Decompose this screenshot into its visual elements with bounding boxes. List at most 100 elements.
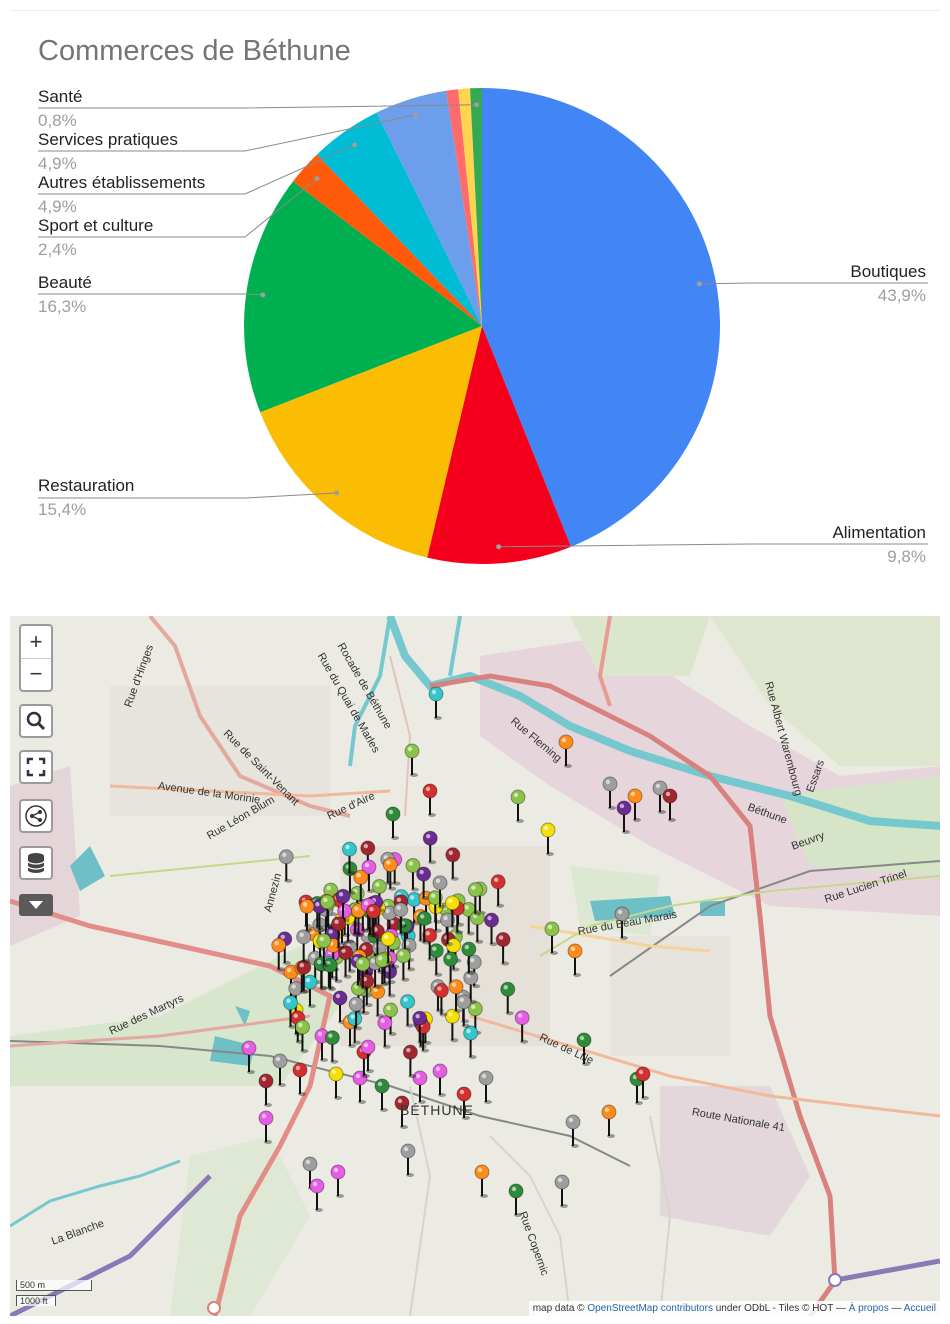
poi-marker[interactable] (662, 788, 678, 822)
poi-marker[interactable] (474, 1164, 490, 1198)
poi-marker[interactable] (416, 866, 432, 901)
poi-marker[interactable] (241, 1040, 257, 1074)
poi-marker[interactable] (463, 1025, 479, 1060)
poi-marker[interactable] (347, 1011, 363, 1045)
poi-marker[interactable] (444, 1008, 460, 1043)
poi-marker[interactable] (484, 912, 500, 947)
poi-marker[interactable] (433, 983, 449, 1017)
poi-marker[interactable] (601, 1104, 617, 1138)
poi-marker[interactable] (422, 783, 438, 817)
poi-marker[interactable] (428, 943, 444, 977)
poi-marker[interactable] (576, 1032, 592, 1066)
poi-marker[interactable] (467, 882, 483, 916)
poi-marker[interactable] (427, 890, 443, 924)
poi-marker[interactable] (461, 941, 477, 976)
poi-marker[interactable] (405, 857, 421, 892)
poi-marker[interactable] (353, 869, 369, 904)
poi-marker[interactable] (404, 743, 420, 777)
poi-marker[interactable] (514, 1010, 530, 1044)
poi-marker[interactable] (374, 952, 390, 987)
fullscreen-button[interactable] (19, 750, 53, 784)
poi-marker[interactable] (348, 996, 364, 1031)
poi-marker[interactable] (554, 1174, 570, 1208)
poi-marker[interactable] (540, 822, 556, 856)
poi-marker[interactable] (500, 981, 516, 1016)
poi-marker[interactable] (299, 898, 315, 933)
poi-marker[interactable] (400, 1143, 416, 1177)
poi-marker[interactable] (445, 847, 461, 881)
poi-marker[interactable] (478, 1070, 494, 1104)
poi-marker[interactable] (616, 800, 632, 834)
poi-marker[interactable] (422, 830, 438, 865)
poi-marker[interactable] (602, 776, 618, 810)
zoom-in-button[interactable]: + (21, 626, 51, 659)
poi-marker[interactable] (385, 806, 401, 840)
poi-marker[interactable] (393, 902, 409, 936)
poi-marker[interactable] (469, 910, 485, 944)
poi-marker[interactable] (324, 1030, 340, 1064)
poi-marker[interactable] (422, 927, 438, 962)
poi-marker[interactable] (328, 1066, 344, 1100)
poi-marker[interactable] (395, 948, 411, 982)
poi-marker[interactable] (402, 1044, 418, 1079)
poi-marker[interactable] (412, 1010, 428, 1045)
poi-marker[interactable] (316, 933, 332, 967)
search-button[interactable] (19, 704, 53, 738)
poi-marker[interactable] (565, 1114, 581, 1148)
poi-marker[interactable] (400, 994, 416, 1028)
poi-marker[interactable] (412, 1070, 428, 1104)
poi-marker[interactable] (440, 912, 456, 946)
poi-marker[interactable] (456, 994, 472, 1028)
poi-marker[interactable] (319, 894, 335, 928)
share-button[interactable] (19, 799, 53, 833)
poi-marker[interactable] (627, 788, 643, 822)
poi-marker[interactable] (383, 1002, 399, 1037)
poi-marker[interactable] (635, 1066, 651, 1100)
poi-marker[interactable] (567, 943, 583, 977)
poi-marker[interactable] (355, 956, 371, 990)
poi-marker[interactable] (432, 875, 448, 909)
osm-link[interactable]: OpenStreetMap contributors (587, 1303, 713, 1314)
poi-marker[interactable] (380, 931, 396, 965)
poi-marker[interactable] (558, 734, 574, 768)
poi-marker[interactable] (448, 979, 464, 1013)
poi-marker[interactable] (292, 1062, 308, 1096)
poi-marker[interactable] (272, 1053, 288, 1087)
poi-marker[interactable] (341, 841, 357, 876)
poi-marker[interactable] (370, 984, 386, 1018)
poi-marker[interactable] (335, 888, 351, 923)
map-view[interactable]: Rue d'Hinges Rocade de Béthune Rue du Qu… (10, 616, 940, 1316)
poi-marker[interactable] (416, 910, 432, 945)
poi-marker[interactable] (330, 1164, 346, 1198)
zoom-out-button[interactable]: − (29, 661, 43, 687)
poi-marker[interactable] (258, 1110, 274, 1144)
poi-marker[interactable] (456, 1086, 472, 1120)
poi-marker[interactable] (495, 932, 511, 966)
poi-marker[interactable] (614, 906, 630, 940)
poi-marker[interactable] (271, 937, 287, 972)
poi-marker[interactable] (309, 1178, 325, 1212)
poi-marker[interactable] (314, 1028, 330, 1062)
poi-marker[interactable] (361, 859, 377, 894)
poi-marker[interactable] (463, 970, 479, 1004)
poi-marker[interactable] (258, 1073, 274, 1107)
poi-marker[interactable] (278, 849, 294, 883)
poi-marker[interactable] (544, 921, 560, 955)
expand-button[interactable] (19, 894, 53, 916)
poi-marker[interactable] (510, 789, 526, 823)
poi-marker[interactable] (377, 1015, 393, 1049)
poi-marker[interactable] (338, 945, 354, 979)
layers-button[interactable] (19, 846, 53, 880)
poi-marker[interactable] (444, 895, 460, 929)
poi-marker[interactable] (294, 1019, 310, 1054)
poi-marker[interactable] (322, 957, 338, 992)
about-link[interactable]: À propos (848, 1303, 889, 1314)
poi-marker[interactable] (508, 1183, 524, 1217)
poi-marker[interactable] (360, 1039, 376, 1074)
poi-marker[interactable] (432, 1063, 448, 1097)
poi-marker[interactable] (394, 1095, 410, 1129)
poi-marker[interactable] (382, 857, 398, 891)
poi-marker[interactable] (374, 1078, 390, 1112)
poi-marker[interactable] (331, 916, 347, 950)
poi-markers[interactable] (241, 686, 678, 1217)
